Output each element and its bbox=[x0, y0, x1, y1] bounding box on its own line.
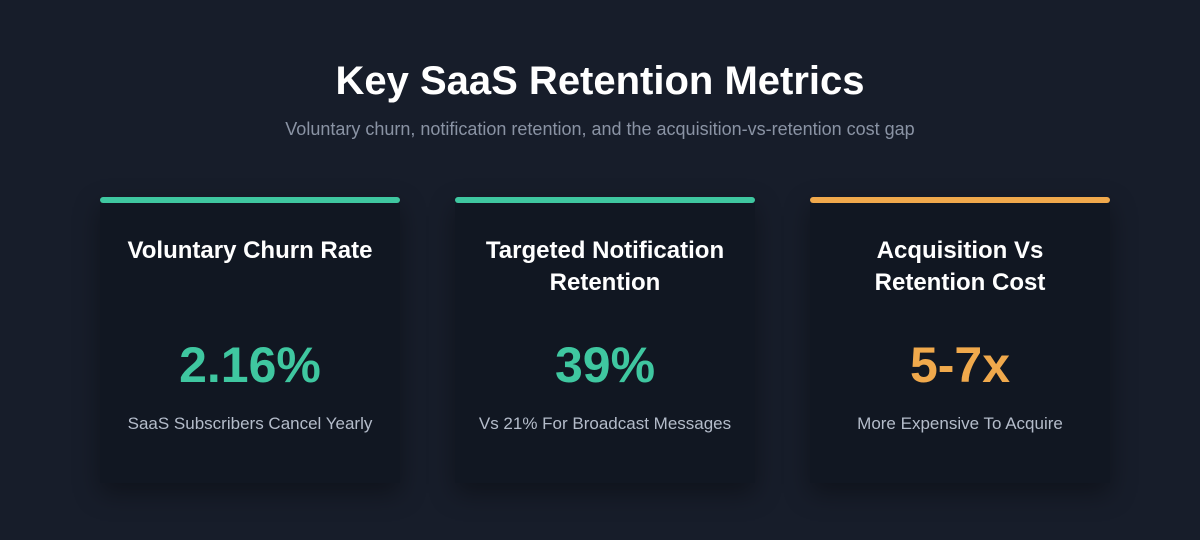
card-title: Voluntary Churn Rate bbox=[127, 237, 373, 264]
metric-card-churn: Voluntary Churn Rate 2.16% SaaS Subscrib… bbox=[100, 197, 400, 483]
page-subtitle: Voluntary churn, notification retention,… bbox=[285, 119, 915, 139]
card-description: More Expensive To Acquire bbox=[857, 414, 1063, 433]
card-value: 39% bbox=[554, 337, 656, 393]
page-title: Key SaaS Retention Metrics bbox=[335, 59, 865, 103]
card-accent-bar bbox=[810, 197, 1110, 203]
metric-card-notification: Targeted Notification Retention 39% Vs 2… bbox=[455, 197, 755, 483]
card-value: 2.16% bbox=[179, 337, 321, 393]
card-title: Acquisition Vs Retention Cost bbox=[874, 237, 1046, 296]
card-description: Vs 21% For Broadcast Messages bbox=[478, 414, 732, 433]
card-accent-bar bbox=[100, 197, 400, 203]
card-title: Targeted Notification Retention bbox=[485, 237, 725, 296]
metric-card-cost: Acquisition Vs Retention Cost 5-7x More … bbox=[810, 197, 1110, 483]
card-value: 5-7x bbox=[909, 337, 1011, 393]
card-description: SaaS Subscribers Cancel Yearly bbox=[127, 414, 373, 433]
card-accent-bar bbox=[455, 197, 755, 203]
